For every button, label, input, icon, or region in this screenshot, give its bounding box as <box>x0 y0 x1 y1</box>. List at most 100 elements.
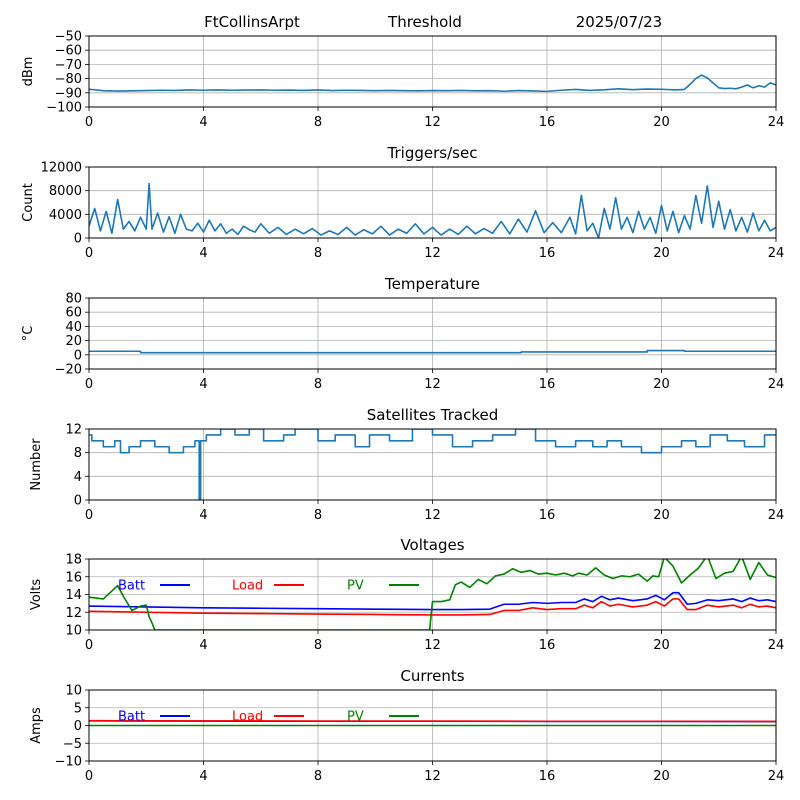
x-tick-label: 8 <box>314 246 322 261</box>
threshold-label: Threshold <box>387 13 462 31</box>
y-tick-label: 40 <box>65 320 82 335</box>
y-tick-label: 0 <box>74 348 82 363</box>
y-axis-label: Volts <box>29 579 44 611</box>
y-tick-label: −100 <box>46 101 82 116</box>
x-tick-label: 8 <box>314 769 322 784</box>
panel-currents: 0 4 8 12 16 20 24 −10 −5 0 5 10 Currents Amps Batt Load… <box>29 667 784 784</box>
x-tick-label: 0 <box>85 508 93 523</box>
y-tick-label: −10 <box>55 755 82 770</box>
x-tick-label: 0 <box>85 769 93 784</box>
x-tick-label: 4 <box>199 115 207 130</box>
y-tick-label: 4000 <box>49 208 82 223</box>
y-tick-label: 12 <box>65 606 82 621</box>
x-tick-label: 20 <box>653 769 670 784</box>
x-tick-label: 12 <box>424 115 441 130</box>
x-tick-label: 20 <box>653 377 670 392</box>
x-tick-label: 24 <box>768 246 785 261</box>
x-tick-label: 16 <box>539 115 556 130</box>
x-tick-label: 12 <box>424 246 441 261</box>
series-line-pv <box>89 559 776 630</box>
x-tick-label: 4 <box>199 769 207 784</box>
legend: Batt Load PV <box>118 710 419 725</box>
x-tick-label: 24 <box>768 638 785 653</box>
x-tick-label: 4 <box>199 246 207 261</box>
y-tick-label: 80 <box>65 292 82 307</box>
y-tick-label: 12000 <box>41 161 82 176</box>
x-tick-label: 4 <box>199 377 207 392</box>
panel-threshold: 0 4 8 12 16 20 24 −100−90−80−70−60−50 dBm <box>21 30 784 131</box>
y-tick-label: −50 <box>55 30 82 45</box>
y-axis-label: °C <box>21 326 36 342</box>
y-tick-label: 8000 <box>49 184 82 199</box>
x-tick-label: 0 <box>85 115 93 130</box>
y-tick-label: 16 <box>65 570 82 585</box>
x-tick-label: 24 <box>768 508 785 523</box>
x-tick-label: 0 <box>85 377 93 392</box>
y-tick-label: 0 <box>74 719 82 734</box>
x-tick-label: 8 <box>314 638 322 653</box>
x-tick-label: 0 <box>85 638 93 653</box>
legend-label: Batt <box>118 579 145 594</box>
x-tick-label: 16 <box>539 508 556 523</box>
y-tick-label: −70 <box>55 58 82 73</box>
x-tick-label: 4 <box>199 638 207 653</box>
series-line-load <box>89 598 776 616</box>
x-tick-label: 20 <box>653 508 670 523</box>
x-tick-label: 4 <box>199 508 207 523</box>
y-tick-label: 8 <box>74 446 82 461</box>
panel-triggers: 0 4 8 12 16 20 24 0 4000 8000 12000 Triggers/sec Cou… <box>21 144 784 261</box>
series-line <box>89 429 776 500</box>
y-tick-label: −60 <box>55 44 82 59</box>
report-date: 2025/07/23 <box>576 13 662 31</box>
y-tick-label: 0 <box>74 494 82 509</box>
y-tick-label: 0 <box>74 232 82 247</box>
x-tick-label: 12 <box>424 377 441 392</box>
x-tick-label: 20 <box>653 246 670 261</box>
panel-title: Satellites Tracked <box>367 406 498 424</box>
y-tick-label: −5 <box>63 737 82 752</box>
panel-title: Triggers/sec <box>387 144 478 162</box>
y-tick-label: 20 <box>65 334 82 349</box>
panel-title: Currents <box>400 667 464 685</box>
panel-title: Temperature <box>384 275 480 293</box>
x-tick-label: 20 <box>653 115 670 130</box>
series-line <box>89 349 776 354</box>
y-axis-label: dBm <box>21 57 36 87</box>
y-axis-label: Number <box>29 438 44 491</box>
x-tick-label: 20 <box>653 638 670 653</box>
series-line-batt <box>89 591 776 611</box>
panel-satellites: 0 4 8 12 16 20 24 0 4 8 12 Satellites Tracked Number <box>29 406 784 523</box>
series-line-load <box>89 719 776 723</box>
y-tick-label: 12 <box>65 423 82 438</box>
legend: Batt Load PV <box>118 579 419 594</box>
x-tick-label: 16 <box>539 638 556 653</box>
y-tick-label: 10 <box>65 624 82 639</box>
legend-label: PV <box>347 710 364 725</box>
y-tick-label: 4 <box>74 470 82 485</box>
x-tick-label: 16 <box>539 377 556 392</box>
legend-label: Batt <box>118 710 145 725</box>
x-tick-label: 24 <box>768 377 785 392</box>
series-line <box>89 182 776 238</box>
y-axis-label: Count <box>21 183 36 222</box>
y-tick-label: −20 <box>55 363 82 378</box>
x-tick-label: 0 <box>85 246 93 261</box>
y-tick-label: 10 <box>65 684 82 699</box>
y-tick-label: 60 <box>65 306 82 321</box>
legend-label: PV <box>347 579 364 594</box>
x-tick-label: 24 <box>768 769 785 784</box>
x-tick-label: 12 <box>424 638 441 653</box>
panel-voltages: 0 4 8 12 16 20 24 10 12 14 16 18 Voltages Volts Batt Lo… <box>29 536 784 653</box>
y-tick-label: 18 <box>65 553 82 568</box>
x-tick-label: 24 <box>768 115 785 130</box>
x-tick-label: 16 <box>539 769 556 784</box>
y-tick-label: 5 <box>74 701 82 716</box>
x-tick-label: 8 <box>314 377 322 392</box>
panel-title: Voltages <box>400 536 464 554</box>
y-tick-label: −90 <box>55 86 82 101</box>
x-tick-label: 12 <box>424 508 441 523</box>
x-tick-label: 12 <box>424 769 441 784</box>
